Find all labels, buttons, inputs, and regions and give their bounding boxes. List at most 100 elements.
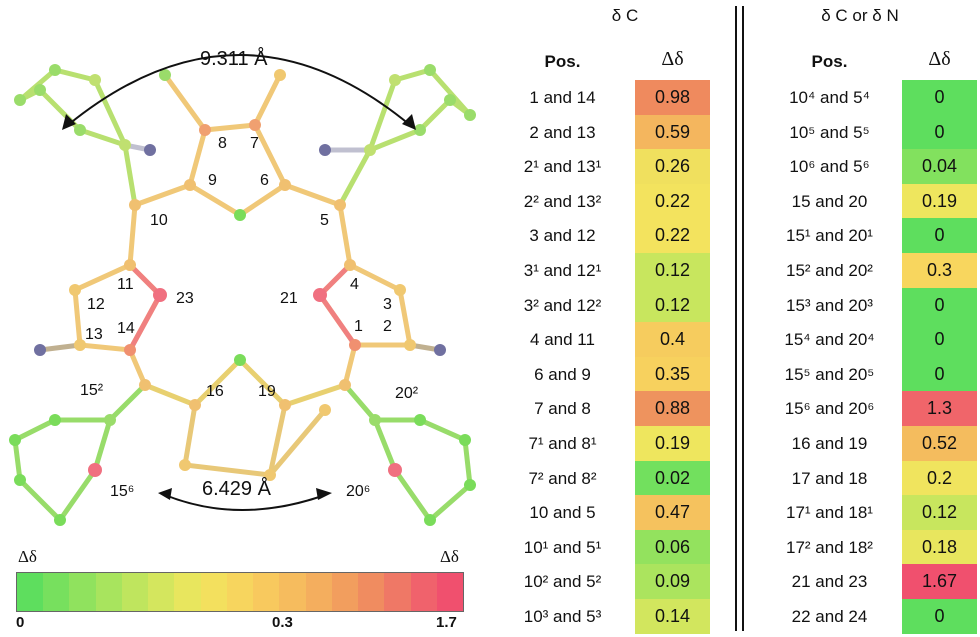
- row-position: 3¹ and 12¹: [523, 261, 602, 280]
- row-delta-value: 0.12: [902, 495, 977, 531]
- atom-label: 3: [383, 296, 392, 313]
- scale-swatch: [17, 573, 44, 611]
- row-delta-value: 0: [902, 218, 977, 254]
- scale-swatch: [253, 573, 280, 611]
- row-position: 7 and 8: [534, 399, 591, 419]
- atom-label: 15⁶: [110, 483, 135, 500]
- table-right-delta-header: Δδ: [928, 48, 951, 70]
- atom-label: 23: [176, 290, 194, 307]
- scale-swatch: [331, 573, 359, 611]
- row-delta-value: 0: [902, 322, 977, 358]
- atom-label: 5: [320, 212, 329, 229]
- row-position: 17² and 18²: [786, 537, 873, 557]
- row-position: 7² and 8²: [528, 468, 597, 488]
- row-position: 21 and 23: [791, 572, 868, 592]
- atom-label: 4: [350, 276, 359, 293]
- row-delta-value: 0.35: [635, 356, 710, 392]
- row-delta-value: 0: [902, 80, 977, 115]
- row-position: 10 and 5: [529, 503, 596, 523]
- table-right-pos-header: Pos.: [811, 52, 848, 71]
- row-delta-value: 0.12: [635, 253, 710, 288]
- atom-label: 12: [87, 296, 105, 313]
- scale-swatch: [226, 573, 254, 611]
- row-delta-value: 1.67: [902, 564, 977, 600]
- row-position: 3² and 12²: [523, 295, 602, 315]
- scale-swatch: [279, 573, 306, 611]
- atom-label: 6: [260, 172, 269, 189]
- atom-label: 8: [218, 135, 227, 152]
- row-position: 10⁴ and 5⁴: [789, 88, 870, 107]
- atom-label: 1: [354, 318, 363, 335]
- row-position: 22 and 24: [791, 607, 868, 626]
- scale-swatch: [43, 573, 70, 611]
- atom-label: 21: [280, 290, 298, 307]
- row-delta-value: 0.59: [635, 114, 710, 150]
- scale-swatch: [305, 573, 332, 611]
- row-delta-value: 0.12: [635, 287, 710, 323]
- row-position: 16 and 19: [791, 434, 868, 453]
- row-position: 15² and 20²: [786, 261, 873, 280]
- row-position: 17 and 18: [791, 468, 868, 488]
- row-position: 17¹ and 18¹: [786, 503, 873, 523]
- atom-label: 16: [206, 383, 224, 400]
- row-position: 15⁶ and 20⁶: [784, 399, 875, 419]
- row-position: 2 and 13: [529, 122, 596, 142]
- scale-swatch: [200, 573, 227, 611]
- row-delta-value: 0.18: [902, 529, 977, 565]
- row-position: 7¹ and 8¹: [528, 434, 597, 453]
- table-left-title: δ C: [611, 6, 639, 25]
- row-delta-value: 0.3: [902, 253, 977, 288]
- atom-label: 9: [208, 172, 217, 189]
- scale-swatch: [174, 573, 201, 611]
- row-position: 2² and 13²: [523, 191, 602, 211]
- row-position: 1 and 14: [529, 88, 596, 107]
- row-position: 15 and 20: [791, 191, 868, 211]
- scale-swatch: [95, 573, 122, 611]
- row-position: 2¹ and 13¹: [523, 157, 602, 177]
- scale-swatch: [358, 573, 385, 611]
- row-delta-value: 0.09: [635, 564, 710, 600]
- row-delta-value: 0.06: [635, 529, 710, 565]
- atom-label: 2: [383, 318, 392, 335]
- row-delta-value: 0: [902, 114, 977, 150]
- row-delta-value: 0.98: [635, 80, 710, 115]
- row-delta-value: 0.88: [635, 391, 710, 427]
- row-delta-value: 0.2: [902, 460, 977, 496]
- row-position: 15¹ and 20¹: [786, 226, 873, 246]
- atom-label: 10: [150, 212, 168, 229]
- row-delta-value: 0.04: [902, 149, 977, 185]
- row-position: 6 and 9: [534, 364, 591, 384]
- scale-swatch: [436, 573, 463, 611]
- row-delta-value: 0.14: [635, 599, 710, 634]
- row-delta-value: 0.52: [902, 426, 977, 461]
- scale-swatch: [69, 573, 96, 611]
- molecule-diagram: [9, 54, 476, 526]
- row-delta-value: 0.02: [635, 460, 710, 496]
- scale-tick-min: 0: [16, 614, 25, 631]
- row-position: 10¹ and 5¹: [523, 537, 602, 557]
- atom-label: 15²: [80, 382, 104, 399]
- table-divider-b: [742, 6, 744, 631]
- table-right-title: δ C or δ N: [821, 6, 899, 25]
- atom-label: 7: [250, 135, 259, 152]
- row-delta-value: 0: [902, 287, 977, 323]
- color-scale-bar: [16, 572, 464, 612]
- row-delta-value: 0.22: [635, 218, 710, 254]
- row-position: 15⁵ and 20⁵: [784, 364, 875, 384]
- atom-label: 14: [117, 320, 135, 337]
- row-position: 3 and 12: [529, 226, 596, 246]
- row-delta-value: 0: [902, 356, 977, 392]
- row-delta-value: 1.3: [902, 391, 977, 427]
- atom-label: 11: [117, 276, 134, 293]
- row-delta-value: 0.19: [902, 183, 977, 219]
- distance-top-label: 9.311 Å: [200, 48, 268, 70]
- atom-label: 13: [85, 326, 103, 343]
- row-delta-value: 0.19: [635, 426, 710, 461]
- atom-label: 20²: [395, 385, 419, 402]
- row-position: 15⁴ and 20⁴: [784, 330, 875, 350]
- atom-label: 20⁶: [346, 483, 371, 500]
- row-delta-value: 0.47: [635, 495, 710, 531]
- row-position: 15³ and 20³: [786, 295, 873, 315]
- row-delta-value: 0: [902, 599, 977, 634]
- row-position: 4 and 11: [530, 330, 595, 350]
